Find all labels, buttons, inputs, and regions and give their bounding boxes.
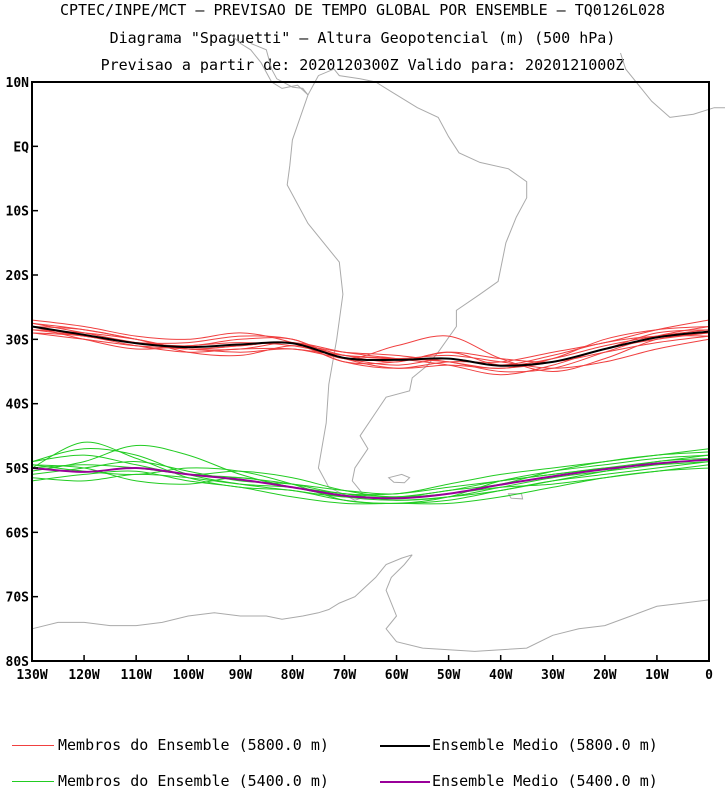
legend-item-mean-5800: Ensemble Medio (5800.0 m) [380, 735, 720, 755]
chart-title-line-2: Diagrama "Spaguetti" — Altura Geopotenci… [109, 29, 616, 47]
africa-west-coast [620, 52, 725, 118]
series-member-5400-8 [31, 467, 710, 505]
x-tick-label: 50W [437, 668, 461, 683]
legend-label-mean-5800: Ensemble Medio (5800.0 m) [432, 736, 658, 754]
legend-item-members-5400: Membros do Ensemble (5400.0 m) [12, 771, 362, 791]
series-member-5400-7 [31, 441, 710, 504]
x-tick-label: 120W [68, 668, 99, 683]
y-tick-label: EQ [13, 140, 29, 155]
south-america-coast [286, 68, 528, 501]
x-tick-label: 30W [541, 668, 565, 683]
y-tick-label: 50S [6, 462, 30, 477]
legend-label-mean-5400: Ensemble Medio (5400.0 m) [432, 772, 658, 790]
x-tick-label: 110W [120, 668, 151, 683]
legend-swatch-mean-5800 [380, 745, 430, 747]
series-member-5400-1 [31, 447, 710, 499]
antarctic-peninsula-coast [31, 554, 413, 630]
legend-swatch-members-5800 [12, 745, 54, 746]
x-tick-label: 10W [645, 668, 669, 683]
chart-title-line-1: CPTEC/INPE/MCT — PREVISAO DE TEMPO GLOBA… [59, 1, 666, 19]
axis-layer: 130W 120W 110W 100W 90W 80W 70W 60W 50W 40W 30W 20W… [6, 76, 714, 683]
series-member-5800-9 [31, 326, 710, 365]
series-mean-5800 [31, 325, 710, 367]
falkland-islands [387, 473, 411, 484]
series-member-5800-10 [31, 326, 710, 373]
series-member-5400-2 [31, 444, 710, 501]
y-tick-label: 80S [6, 655, 30, 670]
y-tick-label: 60S [6, 526, 30, 541]
y-tick-label: 70S [6, 591, 30, 606]
series-member-5400-9 [31, 461, 710, 496]
y-tick-label: 40S [6, 398, 30, 413]
legend-swatch-mean-5400 [380, 781, 430, 783]
chart-title-line-3: Previsao a partir de: 2020120300Z Valido… [100, 56, 625, 74]
x-tick-label: 70W [333, 668, 357, 683]
x-tick-label: 100W [173, 668, 204, 683]
legend-item-members-5800: Membros do Ensemble (5800.0 m) [12, 735, 362, 755]
series-member-5800-4 [31, 319, 710, 369]
series-mean-5400 [31, 458, 710, 500]
y-tick-label: 10N [6, 76, 30, 91]
x-tick-label: 60W [385, 668, 409, 683]
y-tick-label: 30S [6, 333, 30, 348]
x-tick-label: 90W [229, 668, 253, 683]
legend-label-members-5800: Membros do Ensemble (5800.0 m) [58, 736, 329, 754]
series-member-5400-10 [31, 457, 710, 501]
plot-frame [31, 81, 710, 662]
legend-item-mean-5400: Ensemble Medio (5400.0 m) [380, 771, 720, 791]
x-tick-label: 80W [281, 668, 305, 683]
y-tick-label: 10S [6, 205, 30, 220]
caribbean-coast [250, 42, 309, 96]
x-tick-label: 130W [16, 668, 47, 683]
legend-label-members-5400: Membros do Ensemble (5400.0 m) [58, 772, 329, 790]
series-layer [31, 319, 710, 505]
x-tick-label: 40W [489, 668, 513, 683]
antarctic-weddell-coast [385, 554, 710, 652]
legend-swatch-members-5400 [12, 781, 54, 782]
y-tick-label: 20S [6, 269, 30, 284]
central-america-coast [229, 33, 309, 96]
series-member-5800-6 [31, 326, 710, 369]
x-tick-label: 0 [705, 668, 713, 683]
x-tick-label: 20W [593, 668, 617, 683]
